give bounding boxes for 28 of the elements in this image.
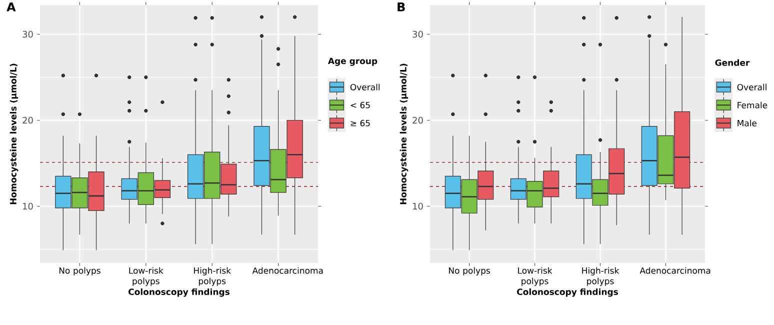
legend-label: Overall: [350, 84, 380, 90]
y-axis-title: Homocysteine levels (μmol/L): [400, 64, 408, 204]
legend-label: Female: [738, 102, 768, 108]
legend-title: Age group: [328, 58, 378, 66]
x-tick-label: Adenocarcinoma: [252, 267, 323, 274]
y-axis-title: Homocysteine levels (μmol/L): [10, 64, 18, 204]
y-tick-label: 20: [22, 116, 33, 124]
legend-label: ≥ 65: [350, 120, 370, 126]
y-tick-label: 10: [23, 202, 33, 210]
x-tick-label: Low-risk polyps: [518, 267, 552, 286]
chart-title: B: [398, 2, 405, 12]
x-tick-label: Low-risk polyps: [129, 267, 164, 286]
x-tick-label: High-risk polyps: [194, 267, 231, 286]
y-tick-label: 20: [412, 116, 423, 124]
legend-label: Male: [738, 120, 757, 126]
legend-label: < 65: [350, 102, 370, 108]
y-tick-label: 30: [412, 30, 423, 38]
chart-title: A: [6, 2, 16, 12]
x-axis-title: Colonoscopy findings: [128, 288, 230, 297]
legend-title: Gender: [715, 59, 750, 66]
legend-label: Overall: [737, 84, 766, 90]
x-tick-label: High-risk polyps: [582, 267, 620, 286]
x-axis-title: Colonoscopy findings: [517, 288, 618, 297]
y-tick-label: 10: [413, 202, 423, 210]
x-tick-label: Adenocarcinoma: [640, 267, 710, 274]
y-tick-label: 30: [22, 30, 33, 38]
x-tick-label: No polyps: [449, 267, 490, 276]
x-tick-label: No polyps: [59, 267, 100, 276]
